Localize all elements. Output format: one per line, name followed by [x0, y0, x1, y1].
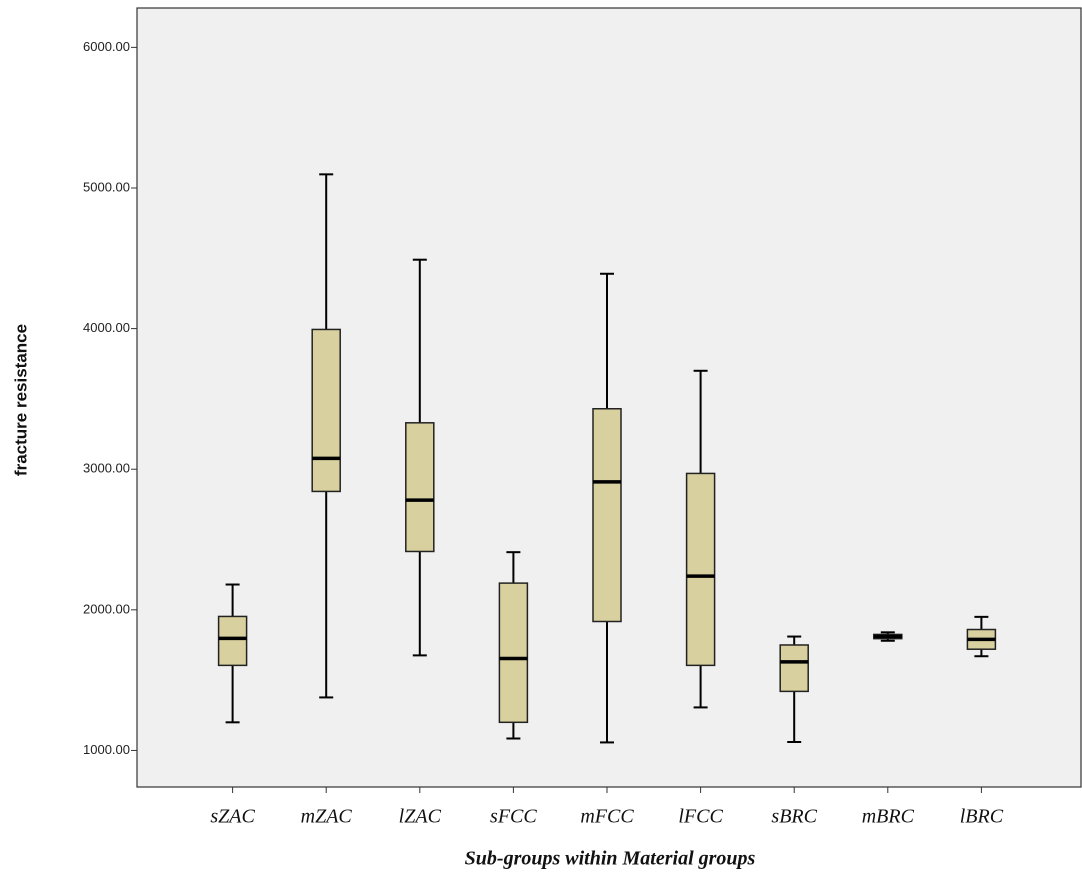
- x-tick-label: lBRC: [960, 806, 1004, 828]
- x-tick-label: sZAC: [210, 806, 255, 828]
- y-axis-label: fracture resistance: [11, 324, 30, 476]
- box: [593, 409, 621, 622]
- box: [312, 329, 340, 491]
- x-axis-label: Sub-groups within Material groups: [465, 848, 756, 870]
- y-tick-label: 1000.00: [83, 742, 130, 757]
- x-tick-label: lZAC: [399, 806, 442, 828]
- box: [687, 473, 715, 665]
- box: [406, 423, 434, 552]
- x-tick-label: sFCC: [490, 806, 537, 828]
- box: [780, 645, 808, 691]
- y-tick-label: 3000.00: [83, 461, 130, 476]
- x-tick-label: mBRC: [862, 806, 915, 828]
- x-tick-label: sBRC: [771, 806, 817, 828]
- y-tick-label: 2000.00: [83, 601, 130, 616]
- y-tick-label: 6000.00: [83, 39, 130, 54]
- x-tick-label: lFCC: [678, 806, 723, 828]
- plot-area: [137, 8, 1081, 787]
- y-tick-label: 5000.00: [83, 179, 130, 194]
- box: [499, 583, 527, 722]
- x-tick-label: mFCC: [580, 806, 634, 828]
- chart: fracture resistance Sub-groups within Ma…: [0, 0, 1082, 883]
- y-tick-label: 4000.00: [83, 320, 130, 335]
- page: fracture resistance Sub-groups within Ma…: [0, 0, 1082, 883]
- box: [219, 616, 247, 665]
- x-tick-label: mZAC: [301, 806, 353, 828]
